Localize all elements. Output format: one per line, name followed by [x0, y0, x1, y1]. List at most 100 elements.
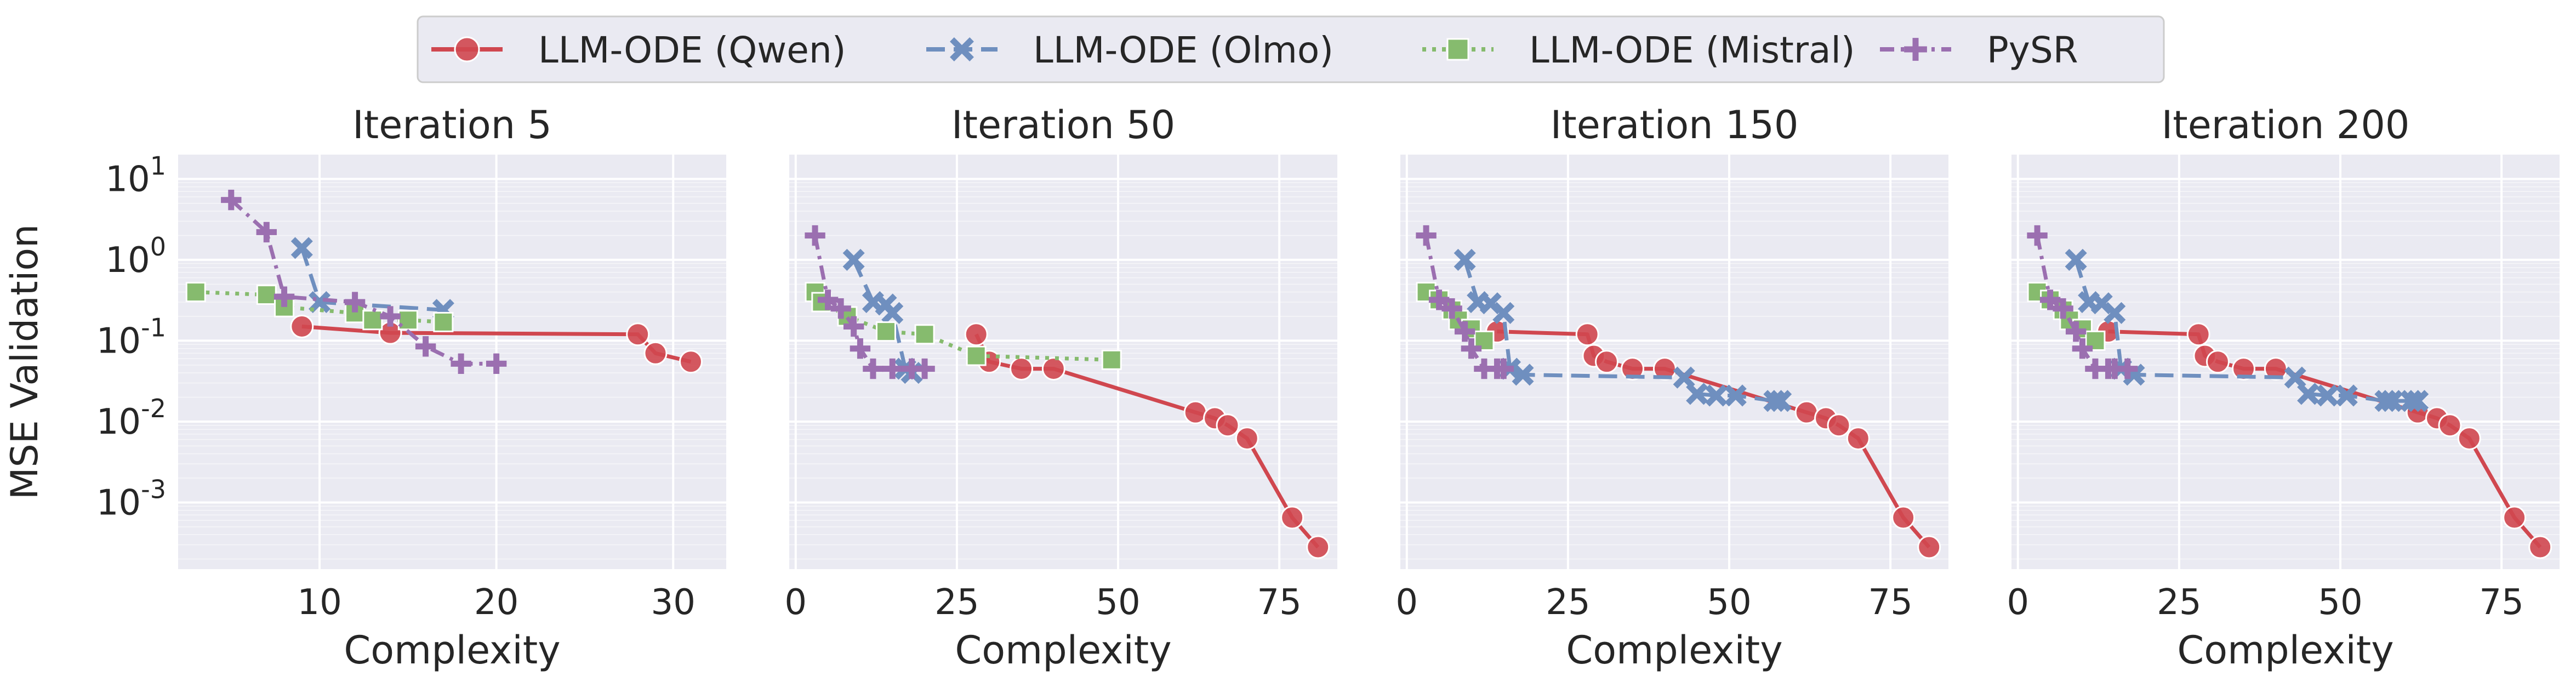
data-point [1891, 505, 1916, 530]
x-axis-label: Complexity [1566, 628, 1782, 673]
data-point [2503, 505, 2527, 530]
data-point [185, 282, 206, 303]
panel-iteration-50: 0 25 50 75 Iteration 50 Complexity [784, 103, 1337, 673]
data-point [1280, 505, 1304, 530]
data-point [2400, 390, 2423, 412]
data-point [626, 322, 650, 346]
data-point [966, 345, 987, 366]
data-point [914, 358, 935, 379]
data-point [1621, 357, 1645, 381]
data-point [273, 286, 295, 307]
series-pysr [1416, 225, 1514, 379]
x-tick-label: 75 [2479, 582, 2523, 623]
data-point [256, 285, 277, 305]
x-tick-label: 25 [2157, 582, 2201, 623]
legend-marker [1904, 38, 1927, 61]
data-point [1416, 225, 1437, 246]
data-point [362, 310, 383, 331]
data-point [679, 350, 703, 374]
panel-title: Iteration 50 [951, 103, 1175, 147]
data-point [1794, 400, 1819, 424]
data-point [2039, 289, 2061, 310]
data-point [221, 190, 242, 211]
data-point [2205, 350, 2230, 374]
legend-entry-llm-ode-olmo: LLM-ODE (Olmo) [926, 29, 1333, 71]
legend: LLM-ODE (Qwen) LLM-ODE (Olmo) LLM-ODE (Mis… [417, 15, 2165, 83]
data-point [1461, 338, 1482, 359]
data-point [433, 311, 454, 332]
data-point [451, 353, 471, 374]
panel-iteration-150: 0 25 50 75 Iteration 150 Complexity [1395, 103, 1948, 673]
panel-iteration-5: 10-3 10-2 10-1 100 101 10 20 30 Iteration 5 Compl… [96, 103, 726, 673]
data-point [2297, 383, 2319, 405]
y-tick-label: 10-2 [96, 394, 166, 442]
data-point [1101, 349, 1122, 370]
data-point [1705, 384, 1728, 407]
series-llm-ode-qwen [964, 322, 1330, 559]
data-point [881, 302, 904, 324]
legend-marker [950, 37, 974, 61]
data-point [1917, 535, 1941, 559]
x-tick-label: 25 [1546, 582, 1590, 623]
legend-label: LLM-ODE (Qwen) [538, 29, 846, 71]
data-point [863, 358, 884, 379]
data-point [1770, 390, 1792, 412]
data-point [1846, 427, 1870, 451]
data-point [2027, 225, 2048, 246]
legend-entry-llm-ode-mistral: LLM-ODE (Mistral) [1422, 29, 1855, 71]
data-point [805, 225, 825, 246]
data-point [2316, 384, 2339, 407]
y-tick-label: 101 [105, 151, 166, 200]
legend-marker [1446, 38, 1469, 61]
x-tick-label: 20 [474, 582, 518, 623]
data-point [1763, 390, 1786, 412]
y-axis-label: MSE Validation [3, 224, 47, 499]
legend-frame [417, 15, 2165, 83]
data-point [1216, 413, 1240, 438]
panels: 10-3 10-2 10-1 100 101 10 20 30 Iteration 5 Compl… [96, 103, 2560, 673]
series-pysr [221, 190, 507, 374]
data-point [2186, 322, 2210, 346]
data-point [256, 221, 277, 243]
data-point [1454, 321, 1475, 342]
data-point [2104, 302, 2126, 324]
data-point [914, 324, 935, 345]
panel-iteration-200: 0 25 50 75 Iteration 200 Complexity [2007, 103, 2560, 673]
x-tick-label: 75 [1257, 582, 1301, 623]
series-pysr [2027, 225, 2138, 379]
series-llm-ode-qwen [2096, 320, 2552, 559]
data-point [2053, 298, 2073, 319]
series-llm-ode-olmo [2065, 248, 2429, 412]
x-tick-label: 75 [1868, 582, 1912, 623]
data-point [875, 321, 896, 342]
data-point [290, 237, 313, 259]
x-axis-label: Complexity [344, 628, 560, 673]
data-point [1183, 400, 1207, 424]
x-tick-label: 50 [1707, 582, 1751, 623]
data-point [1441, 298, 1462, 319]
series-llm-ode-mistral [185, 282, 454, 332]
data-point [1010, 357, 1034, 381]
plot-area [2011, 155, 2560, 569]
panel-title: Iteration 200 [2162, 103, 2410, 147]
legend-entry-llm-ode-qwen: LLM-ODE (Qwen) [431, 29, 846, 71]
data-point [2374, 390, 2397, 412]
data-point [964, 322, 988, 346]
data-point [2381, 390, 2403, 412]
x-tick-label: 10 [297, 582, 341, 623]
data-point [882, 358, 903, 379]
x-tick-label: 0 [1395, 582, 1418, 623]
data-point [1041, 357, 1065, 381]
data-point [1306, 535, 1330, 559]
x-tick-label: 0 [784, 582, 807, 623]
legend-label: LLM-ODE (Olmo) [1033, 29, 1333, 71]
data-point [1454, 248, 1476, 271]
data-point [2438, 413, 2462, 438]
data-point [2065, 248, 2087, 271]
data-point [1428, 289, 1450, 310]
data-point [2117, 358, 2138, 379]
series-llm-ode-qwen [1485, 320, 1941, 559]
y-tick-label: 100 [105, 232, 166, 281]
panel-title: Iteration 150 [1551, 103, 1799, 147]
